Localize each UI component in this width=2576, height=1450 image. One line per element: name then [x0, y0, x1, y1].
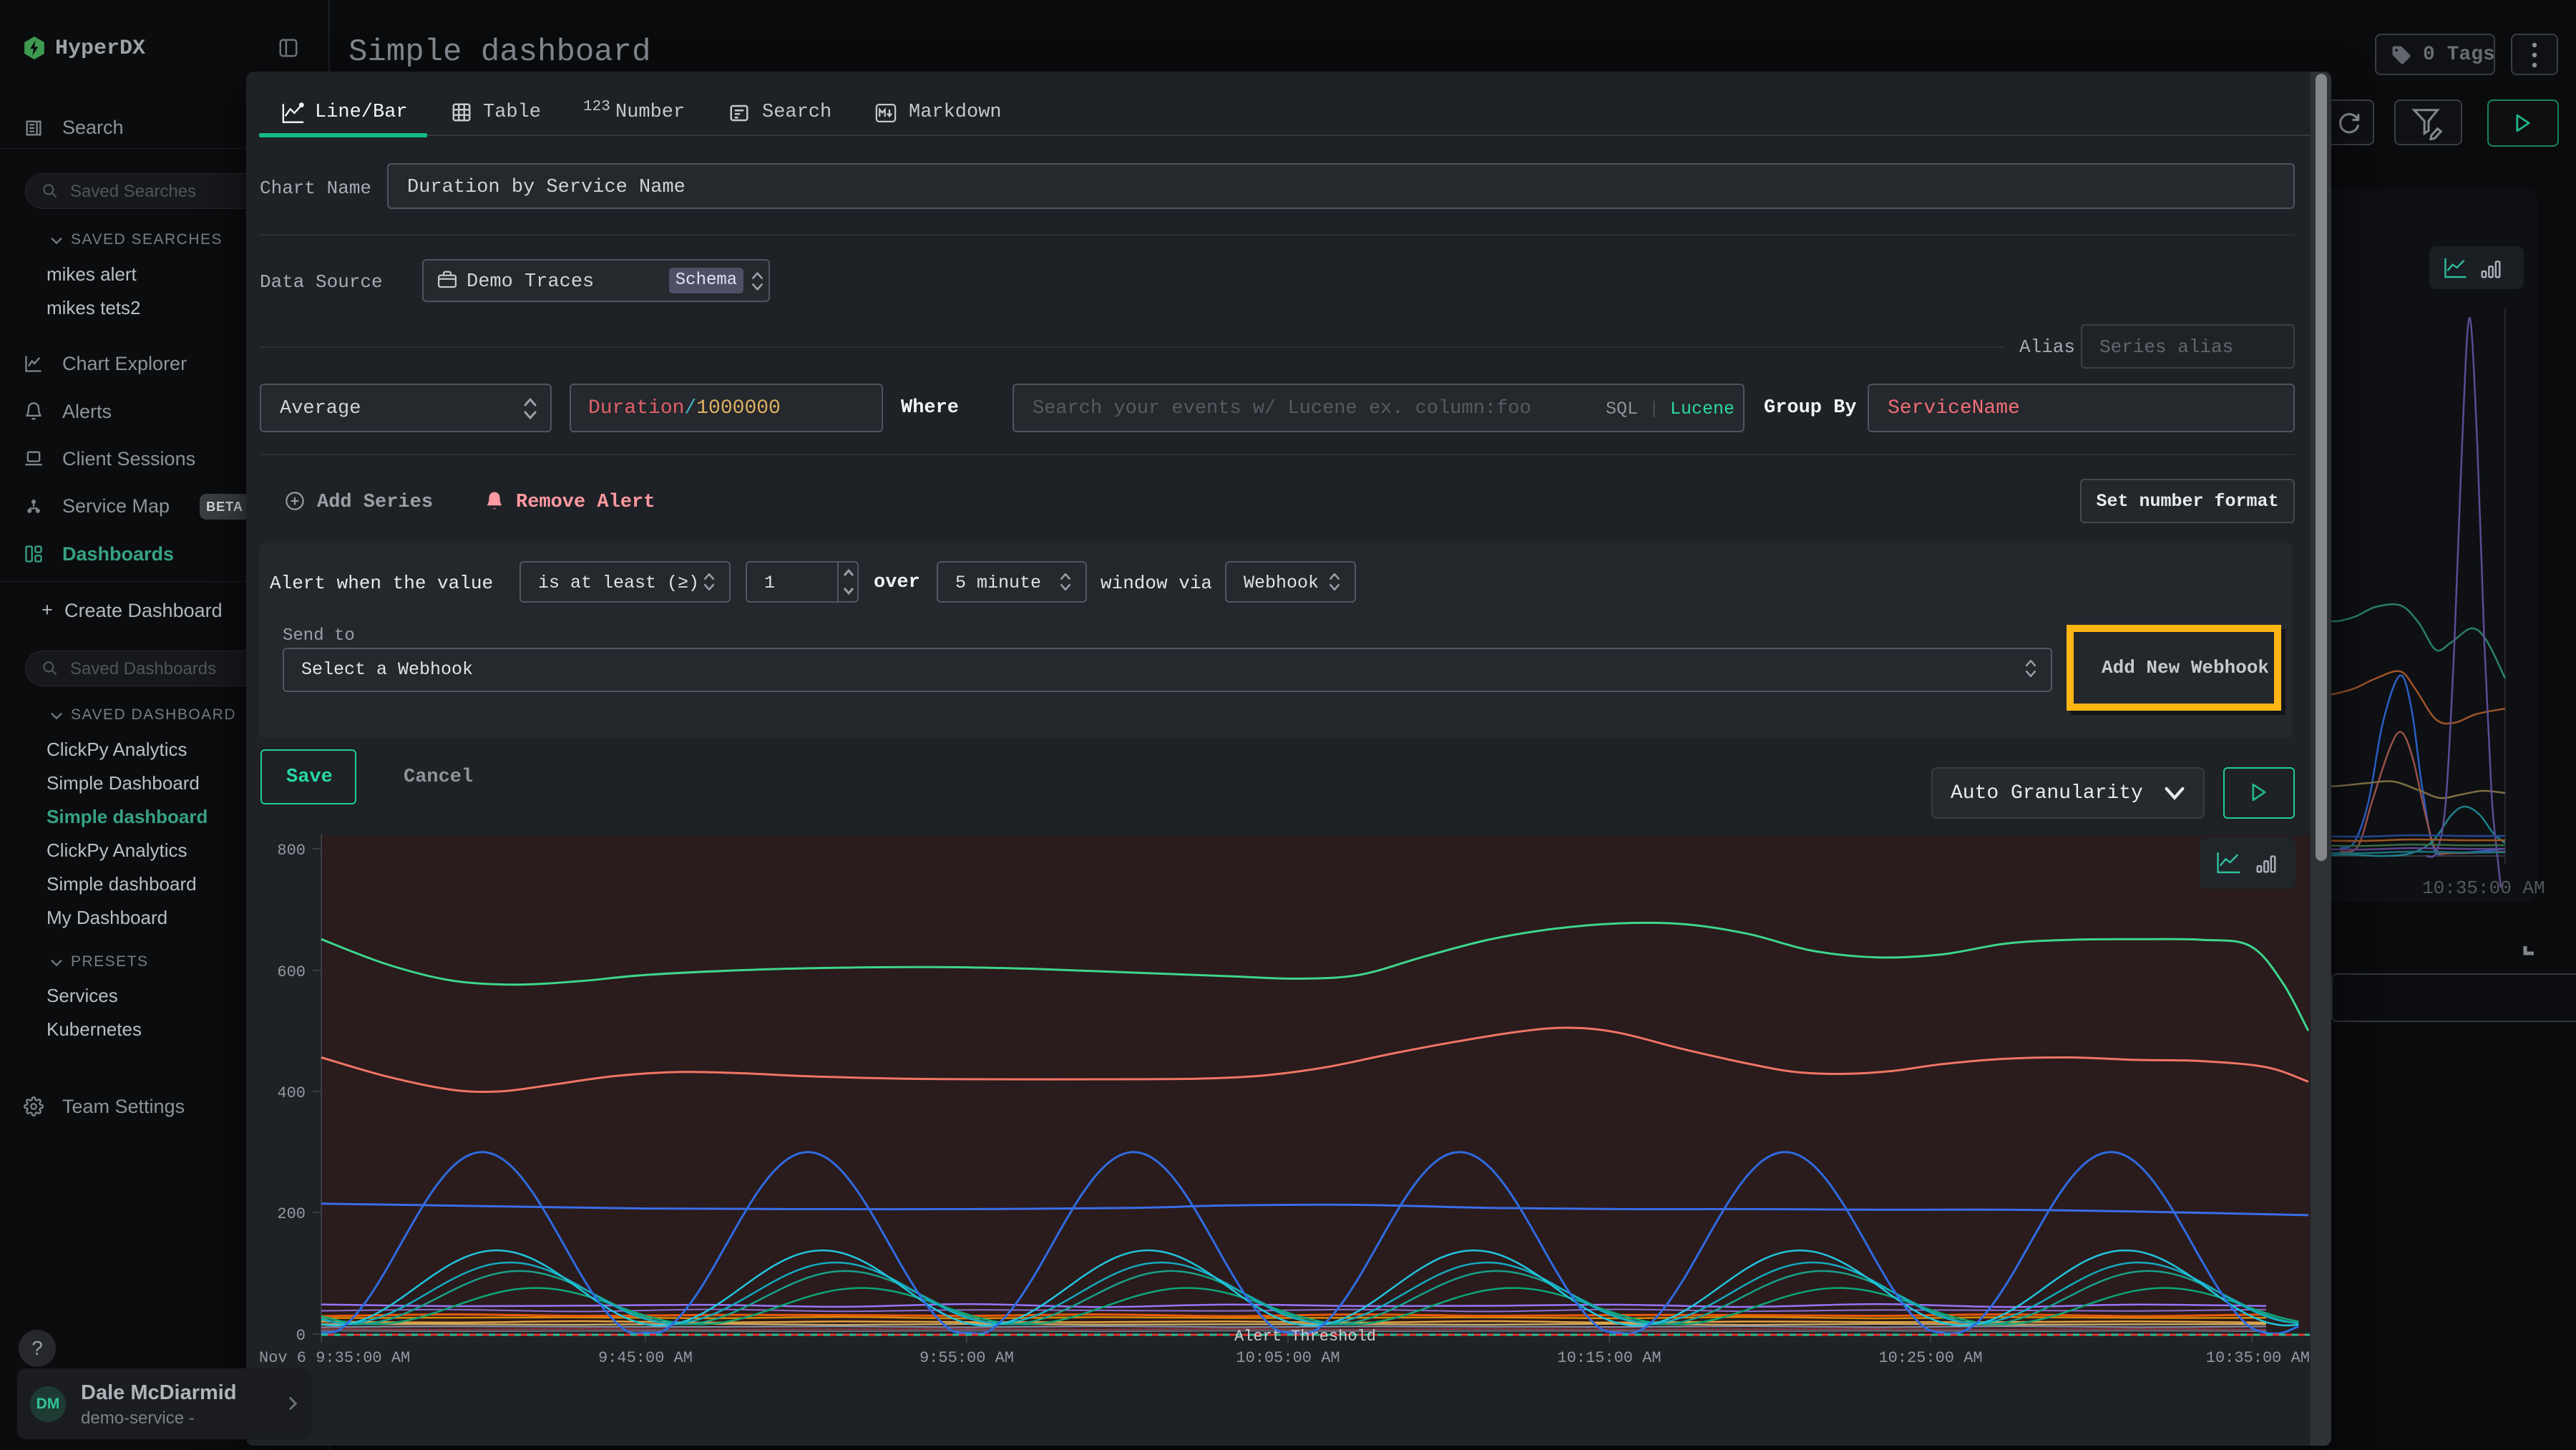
svg-text:10:05:00 AM: 10:05:00 AM [1236, 1349, 1340, 1367]
svg-text:10:25:00 AM: 10:25:00 AM [1878, 1349, 1982, 1367]
svg-text:200: 200 [277, 1205, 306, 1223]
svg-text:Alert Threshold: Alert Threshold [1234, 1328, 1376, 1346]
svg-text:9:55:00 AM: 9:55:00 AM [919, 1349, 1014, 1367]
svg-text:10:35:00 AM: 10:35:00 AM [2206, 1349, 2310, 1367]
svg-text:400: 400 [277, 1084, 306, 1102]
svg-text:Nov 6 9:35:00 AM: Nov 6 9:35:00 AM [259, 1349, 410, 1367]
svg-text:800: 800 [277, 842, 306, 860]
svg-text:10:15:00 AM: 10:15:00 AM [1557, 1349, 1661, 1367]
svg-text:9:45:00 AM: 9:45:00 AM [598, 1349, 693, 1367]
svg-text:600: 600 [277, 963, 306, 981]
svg-text:0: 0 [296, 1327, 306, 1345]
